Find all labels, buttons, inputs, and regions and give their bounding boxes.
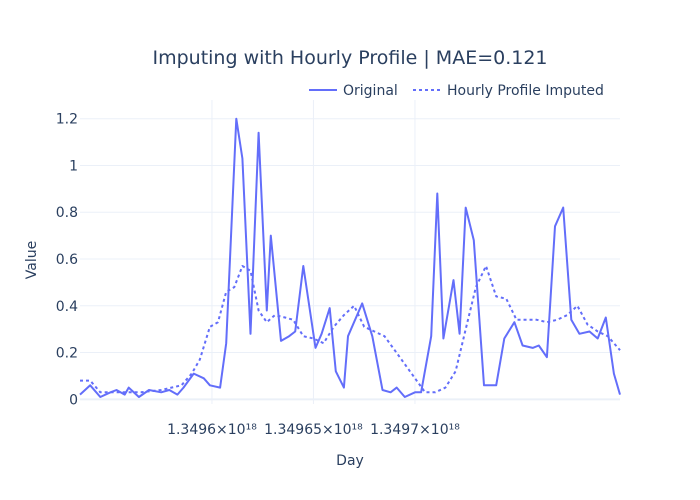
y-axis-title: Value	[24, 241, 40, 279]
y-tick-label: 1.2	[56, 112, 78, 128]
y-tick-label: 0.8	[56, 205, 78, 221]
series-layer	[79, 117, 621, 398]
series-line-original	[79, 117, 621, 398]
series-line-imputed	[80, 265, 621, 394]
y-tick-label: 0	[69, 392, 78, 408]
grid	[80, 100, 620, 404]
tick-labels: 0 0.2 0.4 0.6 0.8 1 1.2 1.3496×10¹⁸ 1.34965×10¹⁸…	[56, 112, 460, 438]
legend: Original Hourly Profile Imputed	[309, 83, 604, 99]
x-tick-label: 1.3496×10¹⁸	[167, 422, 257, 438]
y-tick-label: 1	[69, 158, 78, 174]
y-tick-label: 0.2	[56, 346, 78, 362]
y-tick-label: 0.4	[56, 299, 78, 315]
legend-label-imputed: Hourly Profile Imputed	[447, 83, 604, 99]
legend-label-original: Original	[343, 83, 398, 99]
x-tick-label: 1.34965×10¹⁸	[264, 422, 363, 438]
x-axis-title: Day	[336, 453, 364, 469]
chart-title: Imputing with Hourly Profile | MAE=0.121	[152, 47, 547, 69]
x-tick-label: 1.3497×10¹⁸	[370, 422, 460, 438]
y-tick-label: 0.6	[56, 252, 78, 268]
